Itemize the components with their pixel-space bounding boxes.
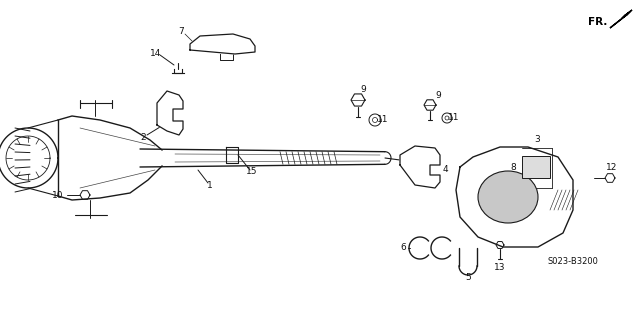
Polygon shape xyxy=(400,146,440,188)
Text: 5: 5 xyxy=(465,273,471,283)
Polygon shape xyxy=(456,147,573,247)
Text: FR.: FR. xyxy=(588,17,607,27)
Text: 14: 14 xyxy=(150,48,162,57)
Text: 9: 9 xyxy=(360,85,366,94)
Bar xyxy=(522,156,550,178)
Text: S023-B3200: S023-B3200 xyxy=(548,257,599,266)
Polygon shape xyxy=(190,34,255,54)
Text: 11: 11 xyxy=(448,114,460,122)
Text: 8: 8 xyxy=(510,162,516,172)
Text: 10: 10 xyxy=(51,190,63,199)
Text: 3: 3 xyxy=(534,136,540,145)
Polygon shape xyxy=(157,91,183,135)
Text: 15: 15 xyxy=(246,167,258,175)
Text: 7: 7 xyxy=(178,27,184,36)
Text: 6: 6 xyxy=(400,243,406,253)
Ellipse shape xyxy=(478,171,538,223)
Text: 4: 4 xyxy=(442,166,448,174)
Text: 9: 9 xyxy=(435,91,441,100)
Text: 12: 12 xyxy=(606,164,618,173)
Text: 2: 2 xyxy=(140,132,146,142)
Text: 11: 11 xyxy=(377,115,388,124)
Polygon shape xyxy=(610,10,632,28)
Text: 13: 13 xyxy=(494,263,506,271)
Text: 1: 1 xyxy=(207,181,213,189)
